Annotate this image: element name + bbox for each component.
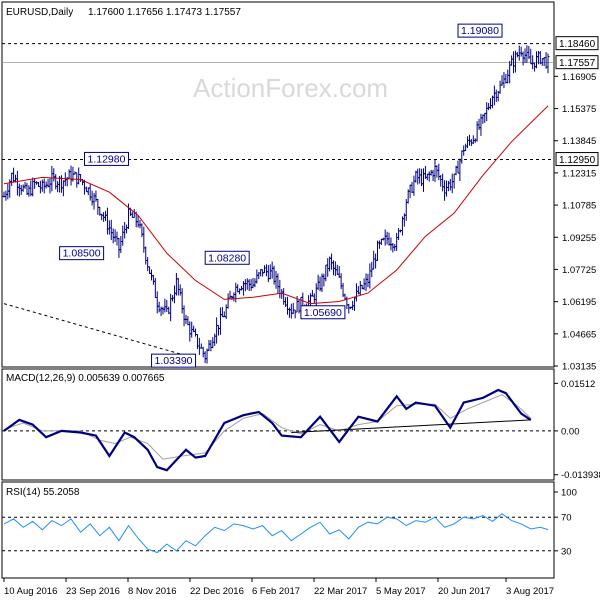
- price-annotation-label: 1.08280: [208, 252, 246, 264]
- x-tick-label: 22 Dec 2016: [190, 586, 244, 597]
- price-annotation-box: [300, 305, 346, 320]
- price-axis-box-label: 1.12950: [559, 155, 596, 166]
- price-annotation-box: [151, 353, 197, 368]
- x-tick-label: 23 Sep 2016: [66, 586, 120, 597]
- rsi-line: [3, 513, 549, 554]
- rsi-panel-frame: [1, 481, 555, 579]
- moving-average-line: [3, 105, 549, 305]
- price-axis-box-rect: [555, 55, 599, 70]
- x-axis: 10 Aug 2016 23 Sep 2016 8 Nov 2016 22 Dec 2…: [3, 578, 554, 597]
- x-tick-label: 3 Aug 2017: [506, 586, 554, 597]
- price-annotation: 1.12980: [84, 151, 130, 166]
- x-tick-label: 5 May 2017: [376, 586, 426, 597]
- price-annotation: 1.05690: [300, 305, 346, 320]
- rsi-layer: [2, 513, 554, 554]
- price-annotation-label: 1.19080: [461, 25, 499, 37]
- macd-title: MACD(12,26,9) 0.005639 0.007665: [6, 373, 165, 384]
- x-tick-label: 6 Feb 2017: [252, 586, 300, 597]
- price-tick-label: 1.04665: [562, 329, 596, 340]
- watermark-text: ActionForex.com: [193, 73, 388, 103]
- macd-tick-label: 0.00: [561, 426, 580, 437]
- price-axis-box: 1.12950: [555, 152, 599, 167]
- x-tick-label: 22 Mar 2017: [314, 586, 367, 597]
- rsi-tick-label: 100: [561, 488, 577, 499]
- macd-y-axis: 0.01512 0.00 -0.013938: [554, 379, 600, 481]
- macd-signal-line: [3, 394, 532, 460]
- price-tick-label: 1.10785: [562, 201, 596, 212]
- price-annotation-box: [457, 23, 503, 38]
- price-y-axis: 1.16905 1.15375 1.13845 1.12315 1.10785 1.092…: [554, 36, 599, 373]
- macd-layer: [2, 388, 554, 472]
- macd-main-line: [3, 388, 532, 472]
- price-annotation-label: 1.12980: [88, 153, 126, 165]
- x-tick-label: 10 Aug 2016: [4, 586, 57, 597]
- price-tick-label: 1.07725: [562, 265, 596, 276]
- macd-tick-label: -0.013938: [561, 470, 600, 481]
- price-tick-label: 1.16905: [562, 72, 596, 83]
- macd-trendline: [291, 419, 531, 433]
- price-axis-box-label: 1.17557: [559, 58, 596, 69]
- x-tick-label: 20 Jun 2017: [438, 586, 490, 597]
- price-annotation-label: 1.08500: [63, 248, 101, 260]
- price-annotation: 1.08280: [204, 250, 250, 265]
- price-axis-box-rect: [555, 152, 599, 167]
- price-tick-label: 1.06195: [562, 297, 596, 308]
- price-annotation-label: 1.05690: [304, 307, 342, 319]
- macd-tick-label: 0.01512: [561, 379, 595, 390]
- price-axis-box-label: 1.18460: [559, 39, 596, 50]
- price-annotation-box: [84, 151, 130, 166]
- price-tick-label: 1.15375: [562, 104, 596, 115]
- price-annotation-label: 1.03390: [155, 355, 193, 367]
- price-tick-label: 1.12315: [562, 168, 596, 179]
- price-tick-label: 1.03135: [562, 362, 596, 373]
- price-annotation-box: [204, 250, 250, 265]
- price-tick-label: 1.13845: [562, 136, 596, 147]
- rsi-tick-label: 70: [561, 513, 572, 524]
- price-annotation: 1.03390: [151, 353, 197, 368]
- price-axis-box: 1.18460: [555, 36, 599, 51]
- ohlc-bar: [546, 53, 550, 74]
- price-layer: 1.19080 1.12980 1.08500 1.08280 1.05690 1.033…: [2, 23, 554, 368]
- rsi-title: RSI(14) 55.2058: [6, 487, 80, 498]
- chart-symbol: EURUSD,Daily: [6, 7, 73, 18]
- price-annotation-box: [59, 246, 105, 261]
- rsi-tick-label: 30: [561, 546, 572, 557]
- price-tick-label: 1.09255: [562, 233, 596, 244]
- price-axis-box-rect: [555, 36, 599, 51]
- price-annotation: 1.19080: [457, 23, 503, 38]
- price-annotation: 1.08500: [59, 246, 105, 261]
- x-tick-label: 8 Nov 2016: [128, 586, 177, 597]
- rsi-y-axis: 100 70 30: [554, 488, 577, 557]
- chart-ohlc: 1.17600 1.17656 1.17473 1.17557: [88, 7, 241, 18]
- price-axis-box: 1.17557: [555, 55, 599, 70]
